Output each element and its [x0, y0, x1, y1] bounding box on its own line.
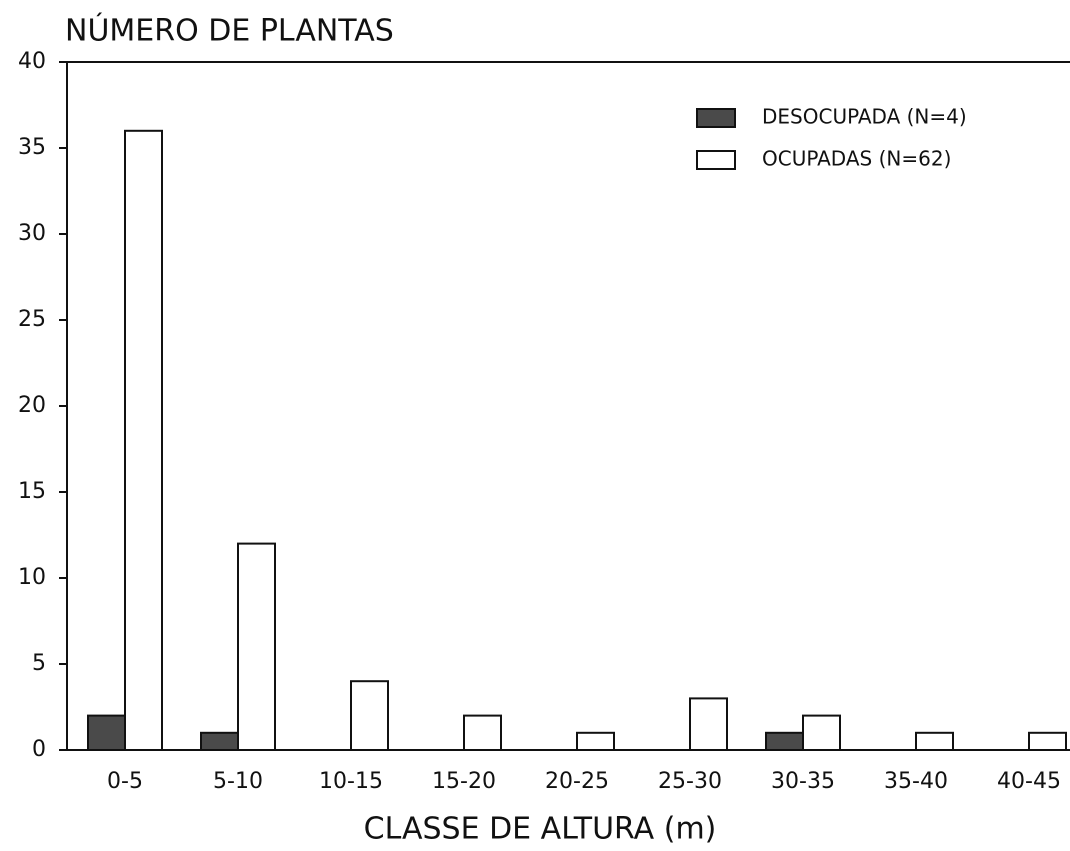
x-tick-label: 10-15: [319, 769, 383, 794]
y-tick-label: 40: [18, 49, 46, 74]
bar: [689, 697, 728, 752]
x-tick-label: 40-45: [997, 769, 1061, 794]
x-tick-label: 35-40: [884, 769, 948, 794]
x-tick-label: 20-25: [545, 769, 609, 794]
y-tick-label: 5: [32, 651, 46, 676]
x-tick-label: 0-5: [107, 769, 143, 794]
y-tick-label: 35: [18, 135, 46, 160]
y-tick-label: 30: [18, 221, 46, 246]
legend-swatch: [696, 150, 736, 170]
bar: [200, 731, 239, 751]
bar: [576, 731, 615, 751]
y-tick-label: 10: [18, 565, 46, 590]
x-tick-label: 25-30: [658, 769, 722, 794]
y-tick-label: 0: [32, 737, 46, 762]
legend-swatch: [696, 108, 736, 128]
y-tick-label: 15: [18, 479, 46, 504]
bar: [463, 714, 502, 751]
y-tick-label: 25: [18, 307, 46, 332]
legend-label: DESOCUPADA (N=4): [762, 105, 967, 129]
bar: [350, 680, 389, 752]
chart-title: NÚMERO DE PLANTAS: [65, 12, 394, 49]
bar: [765, 731, 804, 751]
bar: [237, 542, 276, 751]
x-axis-label: CLASSE DE ALTURA (m): [364, 812, 717, 847]
bar: [802, 714, 841, 751]
bar: [915, 731, 954, 751]
bar: [1028, 731, 1067, 751]
y-tick-label: 20: [18, 393, 46, 418]
legend-label: OCUPADAS (N=62): [762, 147, 951, 171]
bar: [87, 714, 126, 751]
x-tick-label: 15-20: [432, 769, 496, 794]
x-tick-label: 30-35: [771, 769, 835, 794]
bar: [124, 129, 163, 752]
x-tick-label: 5-10: [213, 769, 263, 794]
